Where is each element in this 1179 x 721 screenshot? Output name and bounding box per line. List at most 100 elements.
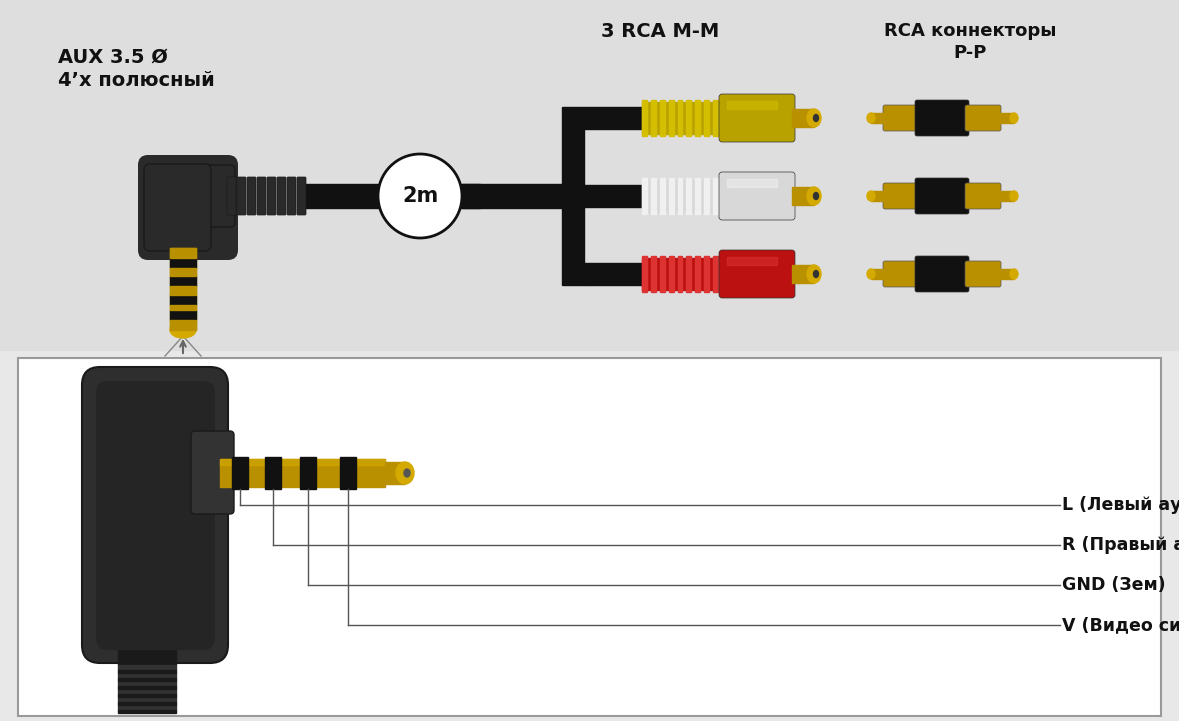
Ellipse shape (404, 469, 410, 477)
Bar (792, 109, 814, 127)
FancyBboxPatch shape (915, 256, 969, 292)
Bar (18, 358, 1161, 716)
Bar (643, 180, 722, 212)
Bar (643, 100, 647, 136)
Bar (999, 191, 1014, 201)
Bar (668, 256, 673, 292)
Bar (220, 459, 386, 465)
Bar (584, 185, 643, 207)
Bar (0, 0, 1179, 350)
Bar (792, 265, 814, 283)
FancyBboxPatch shape (83, 367, 228, 663)
Bar (668, 100, 673, 136)
Bar (668, 178, 673, 214)
Bar (871, 269, 885, 279)
FancyBboxPatch shape (297, 177, 307, 215)
Bar (170, 305, 196, 310)
Ellipse shape (170, 322, 196, 338)
Bar (686, 256, 691, 292)
Bar (643, 256, 647, 292)
FancyBboxPatch shape (883, 261, 918, 287)
FancyBboxPatch shape (95, 381, 215, 650)
FancyBboxPatch shape (257, 177, 266, 215)
Bar (462, 184, 562, 208)
Ellipse shape (806, 265, 821, 283)
Bar (305, 184, 480, 208)
Circle shape (378, 154, 462, 238)
Bar (265, 457, 281, 489)
Ellipse shape (396, 462, 414, 484)
Bar (660, 178, 665, 214)
Text: GND (Зем): GND (Зем) (1062, 576, 1166, 594)
Bar (584, 107, 643, 129)
FancyBboxPatch shape (286, 177, 296, 215)
Ellipse shape (1010, 269, 1017, 279)
Bar (686, 100, 691, 136)
Bar (651, 100, 656, 136)
Bar (118, 681, 176, 686)
FancyBboxPatch shape (191, 431, 233, 514)
Bar (118, 670, 176, 673)
Bar (562, 107, 584, 285)
FancyBboxPatch shape (277, 177, 286, 215)
Bar (651, 256, 656, 292)
FancyBboxPatch shape (138, 155, 238, 260)
Bar (170, 258, 196, 268)
FancyBboxPatch shape (883, 183, 918, 209)
Bar (118, 665, 176, 670)
Bar (170, 248, 196, 258)
Text: AUX 3.5 Ø
4’х полюсный: AUX 3.5 Ø 4’х полюсный (58, 48, 215, 91)
Bar (696, 100, 700, 136)
Bar (704, 256, 709, 292)
Ellipse shape (867, 269, 875, 279)
Bar (118, 694, 176, 697)
FancyBboxPatch shape (964, 105, 1001, 131)
Bar (118, 385, 176, 665)
FancyBboxPatch shape (915, 100, 969, 136)
Ellipse shape (867, 113, 875, 123)
Ellipse shape (814, 193, 818, 200)
FancyBboxPatch shape (964, 261, 1001, 287)
Bar (232, 457, 248, 489)
Bar (660, 100, 665, 136)
Bar (727, 179, 777, 187)
FancyBboxPatch shape (719, 172, 795, 220)
Bar (220, 459, 386, 487)
Bar (584, 263, 643, 285)
Ellipse shape (1010, 191, 1017, 201)
FancyBboxPatch shape (719, 250, 795, 298)
Text: L (Левый аудиоканал): L (Левый аудиоканал) (1062, 496, 1179, 514)
FancyBboxPatch shape (150, 165, 235, 227)
Bar (170, 276, 196, 286)
Ellipse shape (867, 191, 875, 201)
Bar (727, 101, 777, 109)
Text: RCA коннекторы
P-P: RCA коннекторы P-P (884, 22, 1056, 62)
FancyBboxPatch shape (246, 177, 256, 215)
Ellipse shape (814, 270, 818, 278)
FancyBboxPatch shape (964, 183, 1001, 209)
Bar (678, 100, 683, 136)
Bar (118, 686, 176, 689)
Bar (170, 310, 196, 320)
Bar (713, 256, 718, 292)
Bar (696, 178, 700, 214)
Text: 2m: 2m (402, 186, 439, 206)
Text: V (Видео сиг): V (Видео сиг) (1062, 616, 1179, 634)
Bar (871, 113, 885, 123)
Bar (386, 462, 406, 484)
Bar (170, 295, 196, 305)
Bar (713, 178, 718, 214)
Bar (170, 248, 196, 330)
Bar (118, 673, 176, 678)
FancyBboxPatch shape (266, 177, 276, 215)
Bar (643, 178, 647, 214)
FancyBboxPatch shape (915, 178, 969, 214)
Bar (170, 286, 196, 295)
Bar (792, 187, 814, 205)
Bar (118, 678, 176, 681)
Bar (713, 100, 718, 136)
Bar (651, 178, 656, 214)
Bar (999, 113, 1014, 123)
Bar (170, 320, 196, 330)
FancyBboxPatch shape (237, 177, 246, 215)
